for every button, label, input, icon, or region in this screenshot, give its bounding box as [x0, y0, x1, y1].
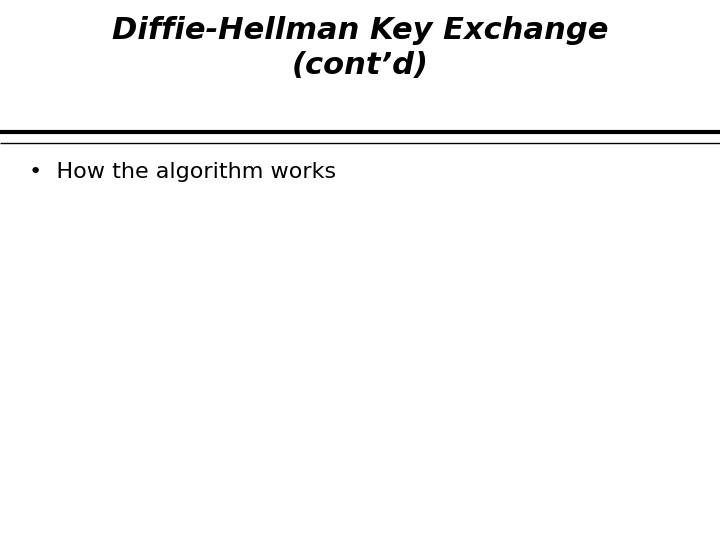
Text: Diffie-Hellman Key Exchange
(cont’d): Diffie-Hellman Key Exchange (cont’d) [112, 16, 608, 80]
Text: •  How the algorithm works: • How the algorithm works [29, 162, 336, 182]
